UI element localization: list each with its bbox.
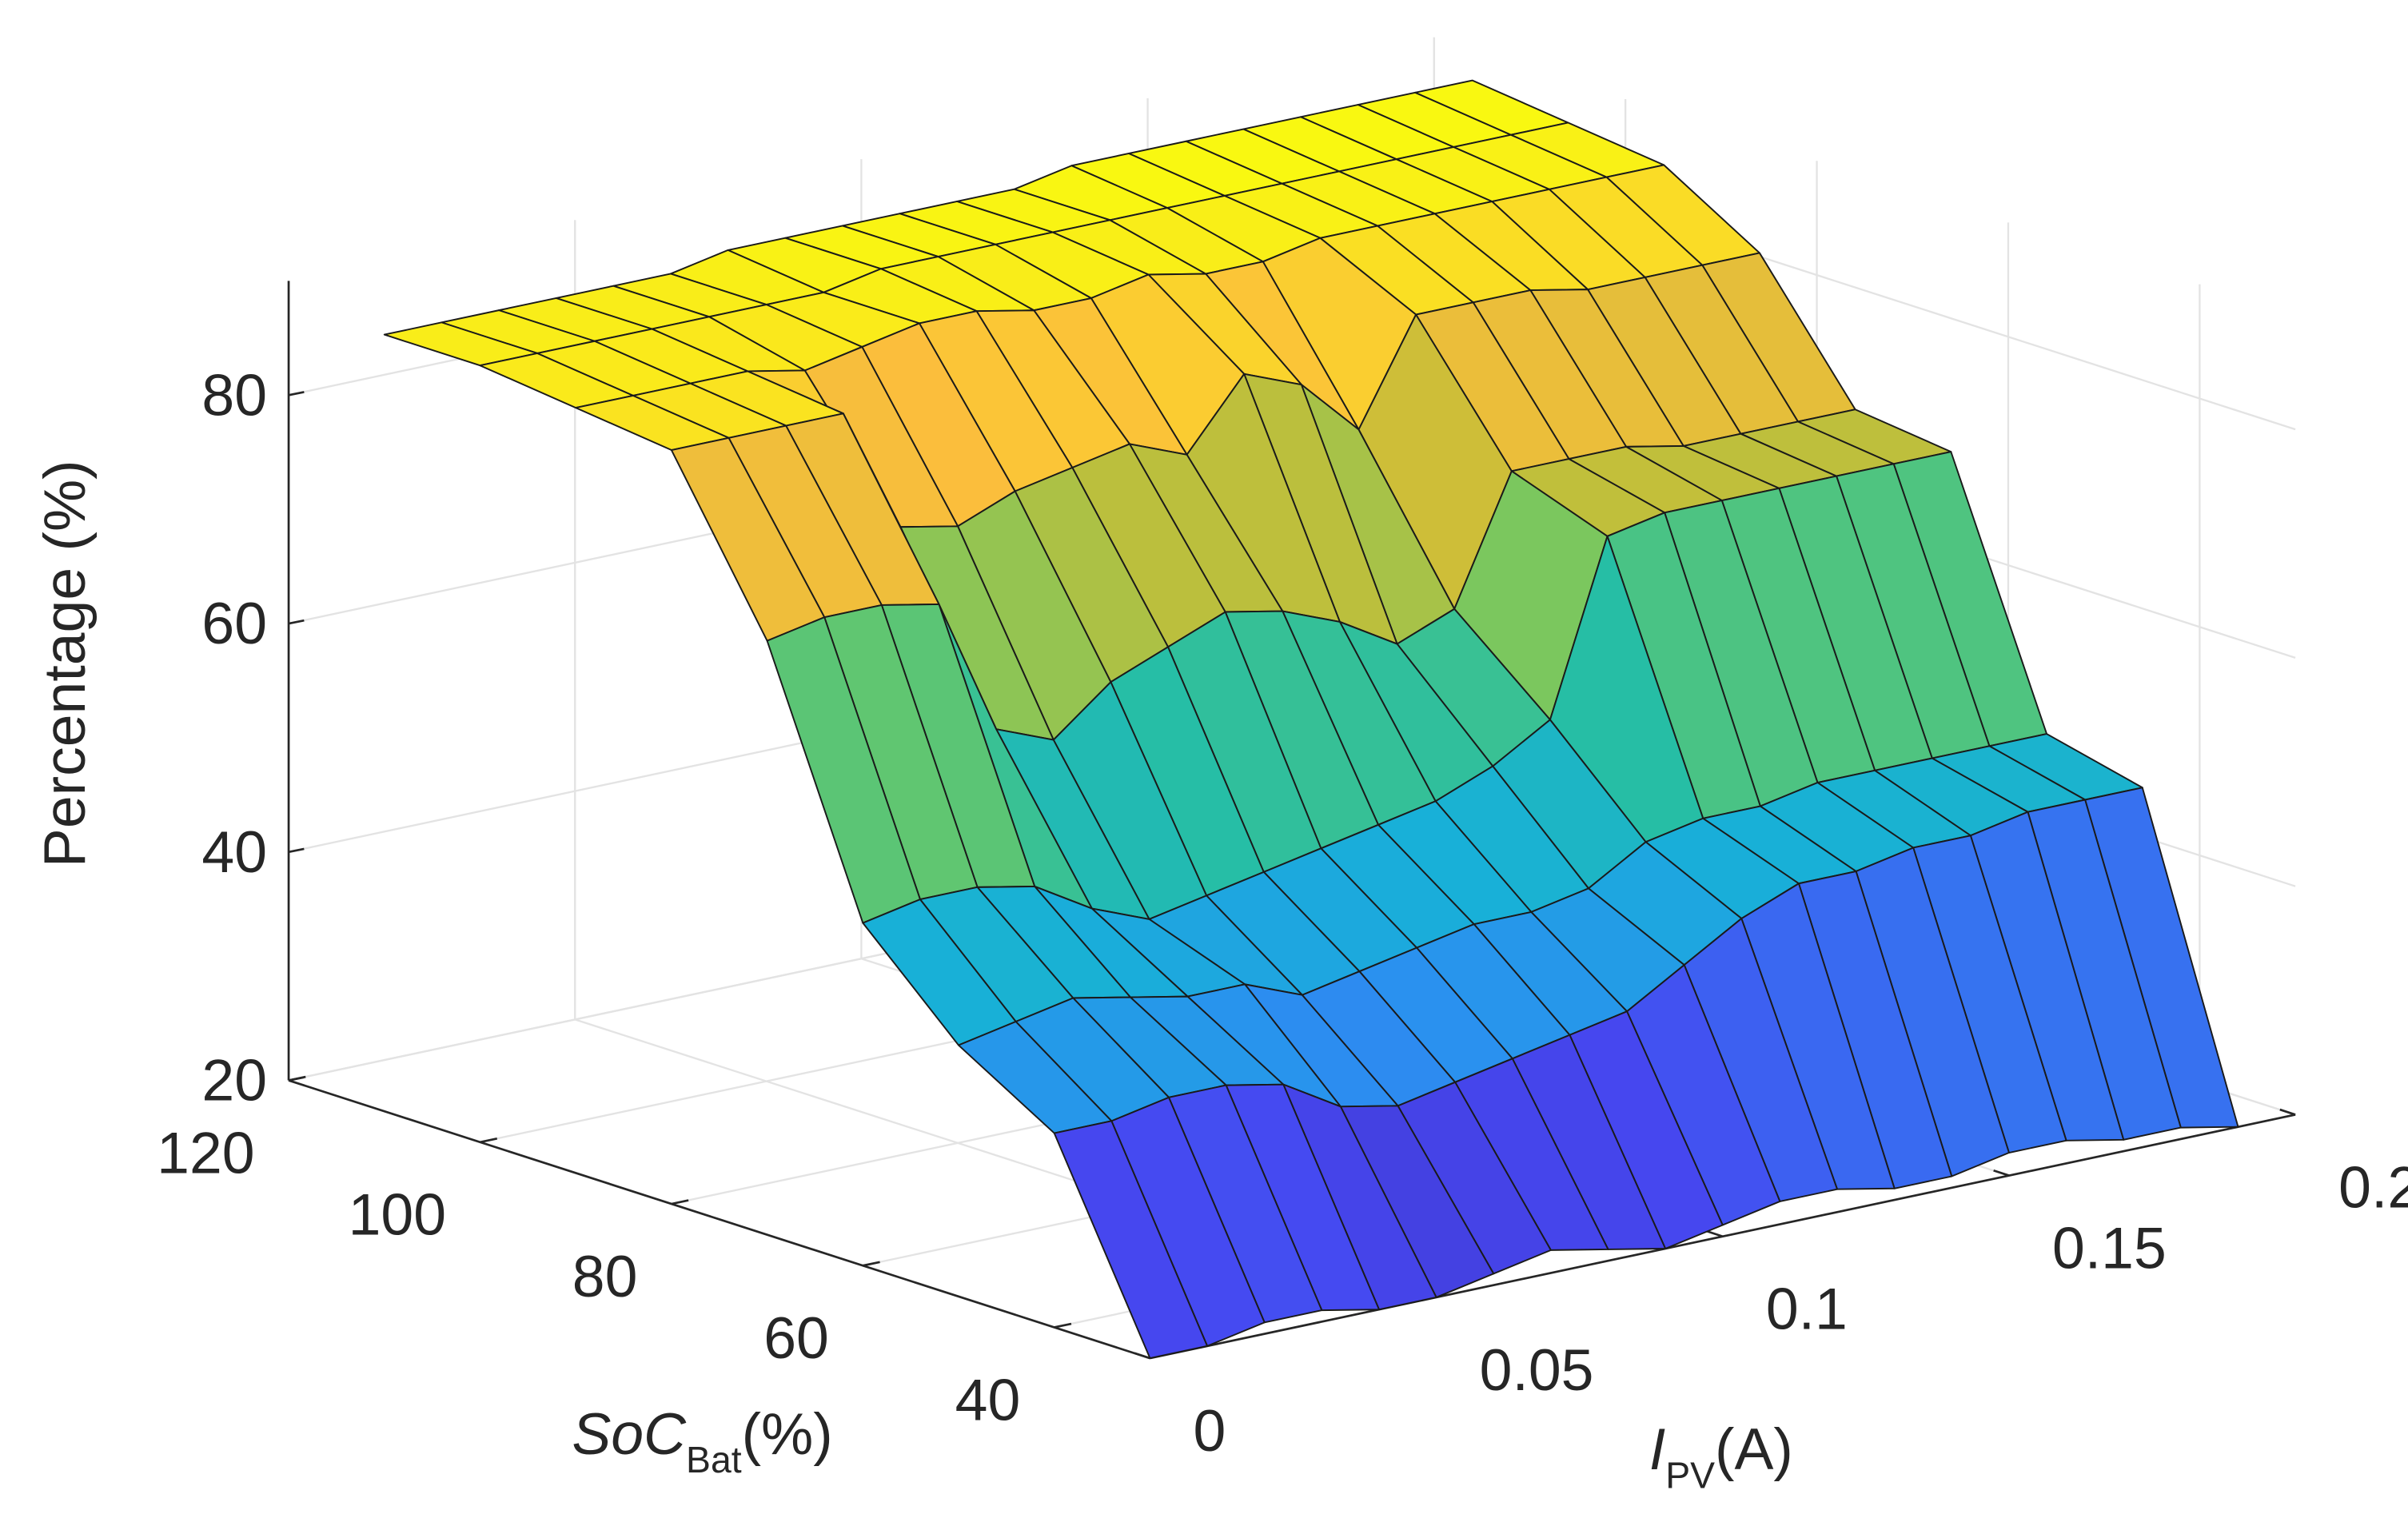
x-tick-label: 0.15 — [2052, 1215, 2167, 1281]
y-tick-label: 80 — [572, 1244, 638, 1309]
x-tick — [1134, 1352, 1150, 1360]
y-tick — [1054, 1322, 1072, 1329]
x-tick — [1993, 1169, 2010, 1177]
x-tick-label: 0.05 — [1480, 1337, 1594, 1403]
surface — [383, 79, 2239, 1360]
z-tick-label: 40 — [201, 819, 267, 885]
x-tick-label: 0.1 — [1766, 1277, 1848, 1342]
y-axis-label: SoCBat(%) — [572, 1401, 832, 1480]
x-axis-label: IPV(A) — [1649, 1416, 1793, 1496]
plot-area: 20 40 60 80 40 60 80 100 120 0 0.05 0.1 0.15 0.2 Perc… — [32, 37, 2408, 1496]
y-tick — [671, 1199, 689, 1205]
y-tick-label: 120 — [157, 1120, 254, 1185]
x-label-main: I — [1649, 1416, 1665, 1482]
z-tick — [288, 847, 305, 854]
x-tick — [1707, 1230, 1724, 1238]
y-label-main: SoC — [572, 1401, 687, 1467]
y-label-unit: (%) — [742, 1401, 833, 1467]
z-tick-label: 20 — [201, 1048, 267, 1114]
y-tick — [480, 1138, 497, 1144]
x-tick — [2279, 1108, 2296, 1116]
y-tick-label: 100 — [349, 1182, 446, 1248]
z-axis-label: Percentage (%) — [32, 460, 98, 867]
z-tick-label: 60 — [201, 591, 267, 656]
z-tick — [288, 391, 305, 396]
x-axis — [1150, 1114, 2296, 1360]
x-label-unit: (A) — [1715, 1416, 1793, 1482]
y-axis — [288, 1079, 1150, 1360]
y-tick-label: 60 — [763, 1305, 829, 1371]
x-label-sub: PV — [1665, 1454, 1715, 1496]
surface-patch — [1053, 1120, 1209, 1360]
x-tick-label: 0.2 — [2338, 1154, 2408, 1220]
y-tick — [288, 1075, 306, 1082]
z-tick-label: 80 — [201, 362, 267, 428]
z-tick — [288, 619, 305, 625]
x-tick-label: 0 — [1194, 1398, 1226, 1464]
y-tick — [863, 1261, 880, 1267]
y-label-sub: Bat — [686, 1439, 742, 1480]
axis-labels: Percentage (%) SoCBat(%) IPV(A) — [32, 460, 1793, 1496]
y-tick-label: 40 — [955, 1367, 1021, 1432]
